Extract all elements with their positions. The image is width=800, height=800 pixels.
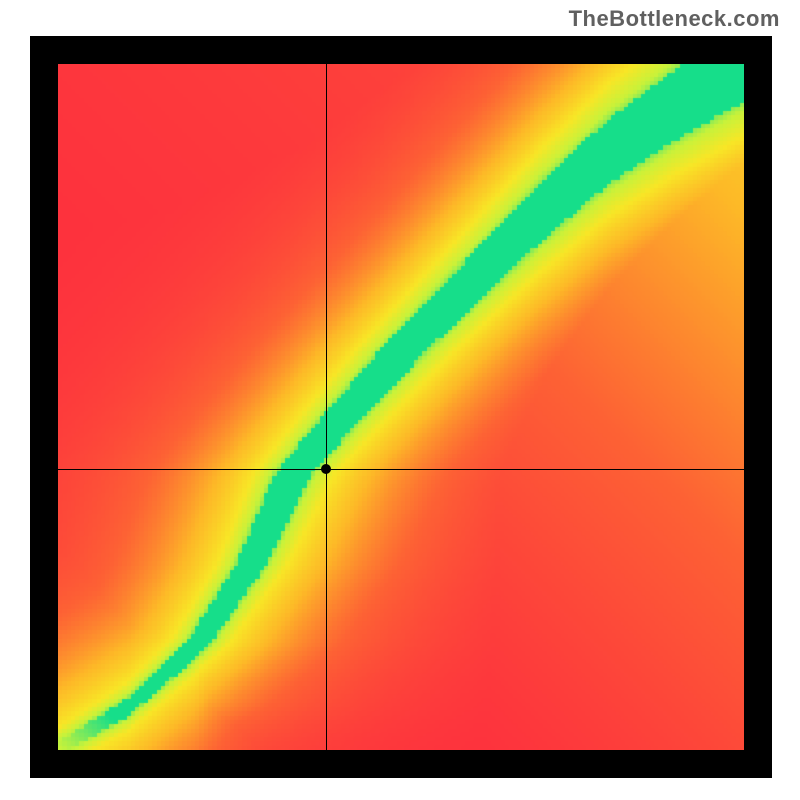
heatmap-plot-area [58,64,744,750]
crosshair-vertical [326,64,327,750]
crosshair-marker [321,464,331,474]
attribution-label: TheBottleneck.com [569,6,780,32]
heatmap-canvas [58,64,744,750]
chart-container: TheBottleneck.com [0,0,800,800]
crosshair-horizontal [58,469,744,470]
